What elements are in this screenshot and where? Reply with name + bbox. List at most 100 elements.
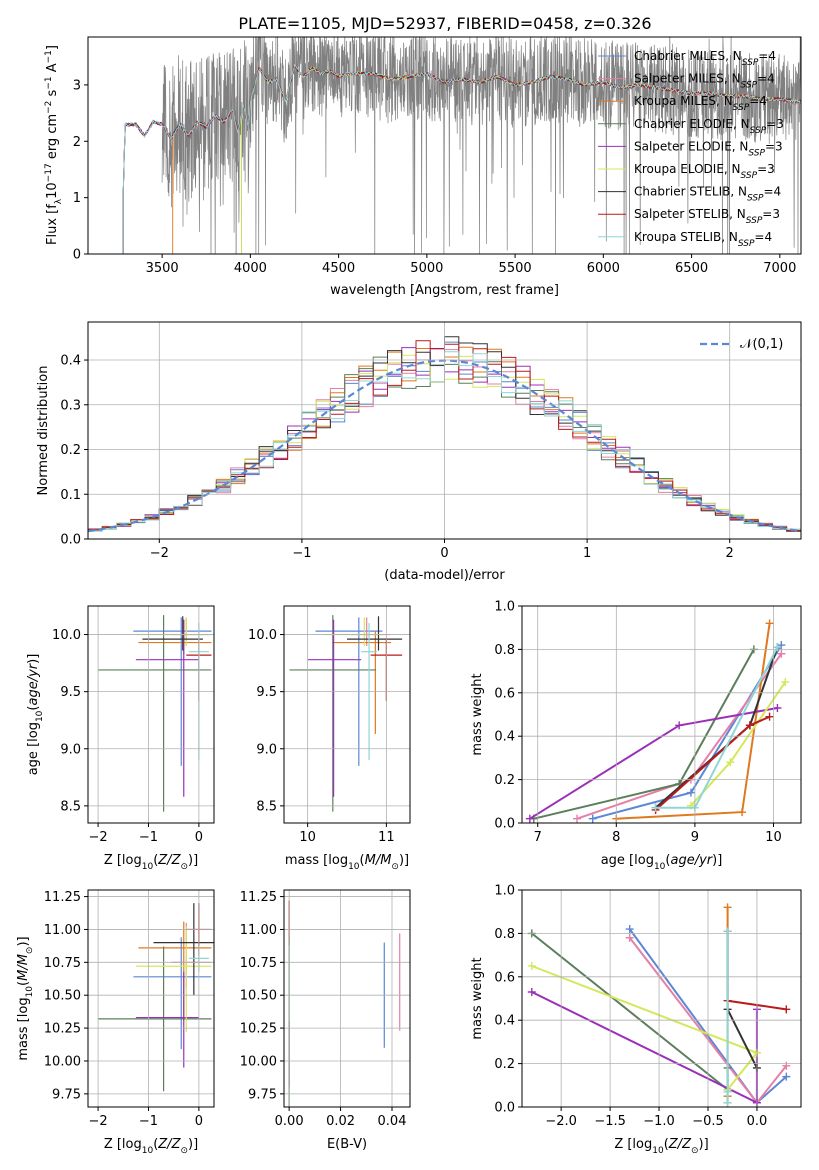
- error-bar: [307, 619, 362, 797]
- x-tick-label: 4000: [234, 261, 267, 276]
- axes-frame: [283, 889, 411, 1108]
- y-tick-label: 0.2: [494, 1057, 515, 1072]
- figure-title: PLATE=1105, MJD=52937, FIBERID=0458, z=0…: [238, 14, 651, 33]
- y-tick-label: 0.2: [494, 773, 515, 788]
- legend-entry: Kroupa STELIB, NSSP=4: [634, 230, 772, 249]
- x-axis-label: (data-model)/error: [384, 568, 505, 583]
- mass_vs_EBV-axes: 0.00 0.02 0.04 9.75 10.00 10.25 10.50 10.75 11.0…: [240, 889, 411, 1152]
- weight-marker: [686, 788, 695, 797]
- spectrum-axes: 3500 4000 4500 5000 5500 6000 6500 7000 0 1 2 3 wave…: [44, 36, 802, 298]
- y-tick-label: 0.0: [60, 533, 81, 548]
- legend-entry: Salpeter STELIB, NSSP=3: [634, 207, 780, 226]
- weight-marker: [723, 927, 732, 936]
- grid: [522, 605, 801, 824]
- weight-marker: [782, 1072, 791, 1081]
- error-bar: [332, 631, 392, 734]
- weight-marker: [782, 1061, 791, 1070]
- weight-marker: [781, 677, 790, 686]
- error-bar: [153, 903, 214, 996]
- x-axis-label: E(B-V): [327, 1137, 367, 1152]
- weight-marker: [745, 721, 754, 730]
- weight-marker: [723, 903, 732, 912]
- error-bar: [135, 971, 199, 1068]
- axes-frame: [521, 889, 802, 1108]
- weight-marker: [651, 803, 660, 812]
- x-tick-label: −1.5: [594, 1114, 626, 1129]
- spectrum-plot: [109, 37, 801, 254]
- legend-entry: Chabrier STELIB, NSSP=4: [634, 185, 781, 204]
- y-tick-label: 0.8: [494, 643, 515, 658]
- x-tick-label: −1.0: [643, 1114, 675, 1129]
- x-tick-label: 10: [299, 830, 316, 845]
- weight-marker: [765, 619, 774, 628]
- weight-marker: [723, 1087, 732, 1096]
- legend-entry: Chabrier ELODIE, NSSP=3: [634, 117, 784, 136]
- residuals-axes: −2 −1 0 1 2 0.0 0.1 0.2 0.3 0.4 (data-model)/error…: [36, 321, 802, 583]
- y-tick-label: 9.75: [248, 1087, 277, 1102]
- x-tick-label: −2: [150, 546, 169, 561]
- mass_vs_Z-axes: −2 −1 0 9.75 10.00 10.25 10.50 10.75 11.00 11.25 Z…: [16, 889, 215, 1156]
- y-tick-label: 0.8: [494, 927, 515, 942]
- error-bar: [98, 615, 212, 812]
- y-tick-label: 0.1: [60, 488, 81, 503]
- y-tick-label: 9.75: [52, 1087, 81, 1102]
- weight-marker: [765, 712, 774, 721]
- x-tick-label: 3500: [146, 261, 179, 276]
- legend-entry: Salpeter MILES, NSSP=4: [634, 72, 775, 91]
- x-axis-label: age [log10(age/yr)]: [601, 853, 723, 872]
- grid: [284, 890, 410, 1107]
- weight-marker: [527, 961, 536, 970]
- age_vs_Z-axes: −2 −1 0 8.5 9.0 9.5 10.0 Z [log10(Z/Z⊙)] age [lo…: [26, 605, 215, 872]
- y-axis-label: mass weight: [470, 957, 485, 1039]
- x-tick-label: 0.04: [378, 1114, 407, 1129]
- y-tick-label: 0.6: [494, 970, 515, 985]
- x-axis-label: wavelength [Angstrom, rest frame]: [330, 283, 559, 298]
- x-tick-label: −1: [139, 1114, 158, 1129]
- y-tick-label: 10.0: [248, 628, 277, 643]
- axes-frame: [87, 889, 215, 1108]
- y-tick-label: 9.5: [60, 685, 81, 700]
- y-tick-label: 10.0: [52, 628, 81, 643]
- x-axis-label: Z [log10(Z/Z⊙)]: [104, 1137, 198, 1156]
- legend: Chabrier MILES, NSSP=4 Salpeter MILES, NS…: [598, 49, 784, 249]
- y-tick-label: 0.4: [60, 354, 81, 369]
- y-tick-label: 10.25: [44, 1022, 81, 1037]
- y-tick-label: 9.0: [256, 742, 277, 757]
- weight-series: [723, 927, 732, 1107]
- error-bar: [135, 619, 199, 797]
- weight-marker: [625, 925, 634, 934]
- x-tick-label: −1: [139, 830, 158, 845]
- y-axis-label: Normed distribution: [36, 366, 51, 496]
- y-tick-label: 0.3: [60, 398, 81, 413]
- x-tick-label: 11: [378, 830, 395, 845]
- x-tick-label: 0.0: [747, 1114, 768, 1129]
- x-axis-label: Z [log10(Z/Z⊙)]: [614, 1137, 708, 1156]
- x-axis-label: Z [log10(Z/Z⊙)]: [104, 853, 198, 872]
- legend-entry: Salpeter ELODIE, NSSP=3: [634, 139, 783, 158]
- y-axis-label: Flux [fλ10−17 erg cm−2 s−1 A−1]: [44, 45, 64, 245]
- y-tick-label: 11.00: [44, 923, 81, 938]
- x-tick-label: 4500: [322, 261, 355, 276]
- error-bar: [142, 616, 203, 651]
- age_vs_mass-plot: [289, 615, 403, 812]
- legend-entry: Kroupa MILES, NSSP=4: [634, 94, 767, 113]
- x-tick-label: 7: [534, 830, 542, 845]
- weight-series: [525, 703, 782, 823]
- x-tick-label: 0: [195, 1114, 203, 1129]
- grid: [284, 606, 410, 823]
- y-tick-label: 0.4: [494, 1014, 515, 1029]
- weight-marker: [588, 814, 597, 823]
- legend-entry: Chabrier MILES, NSSP=4: [634, 49, 776, 68]
- x-tick-label: −2.0: [545, 1114, 577, 1129]
- x-tick-label: −0.5: [692, 1114, 724, 1129]
- axes-frame: [283, 605, 411, 824]
- legend-entry: Kroupa ELODIE, NSSP=3: [634, 162, 775, 181]
- x-tick-label: 1: [583, 546, 591, 561]
- weight-marker: [527, 987, 536, 996]
- y-tick-label: 0.0: [494, 817, 515, 832]
- y-tick-label: 10.25: [240, 1022, 277, 1037]
- axes-frame: [87, 36, 802, 255]
- x-tick-label: 0.02: [326, 1114, 355, 1129]
- weight-marker: [625, 933, 634, 942]
